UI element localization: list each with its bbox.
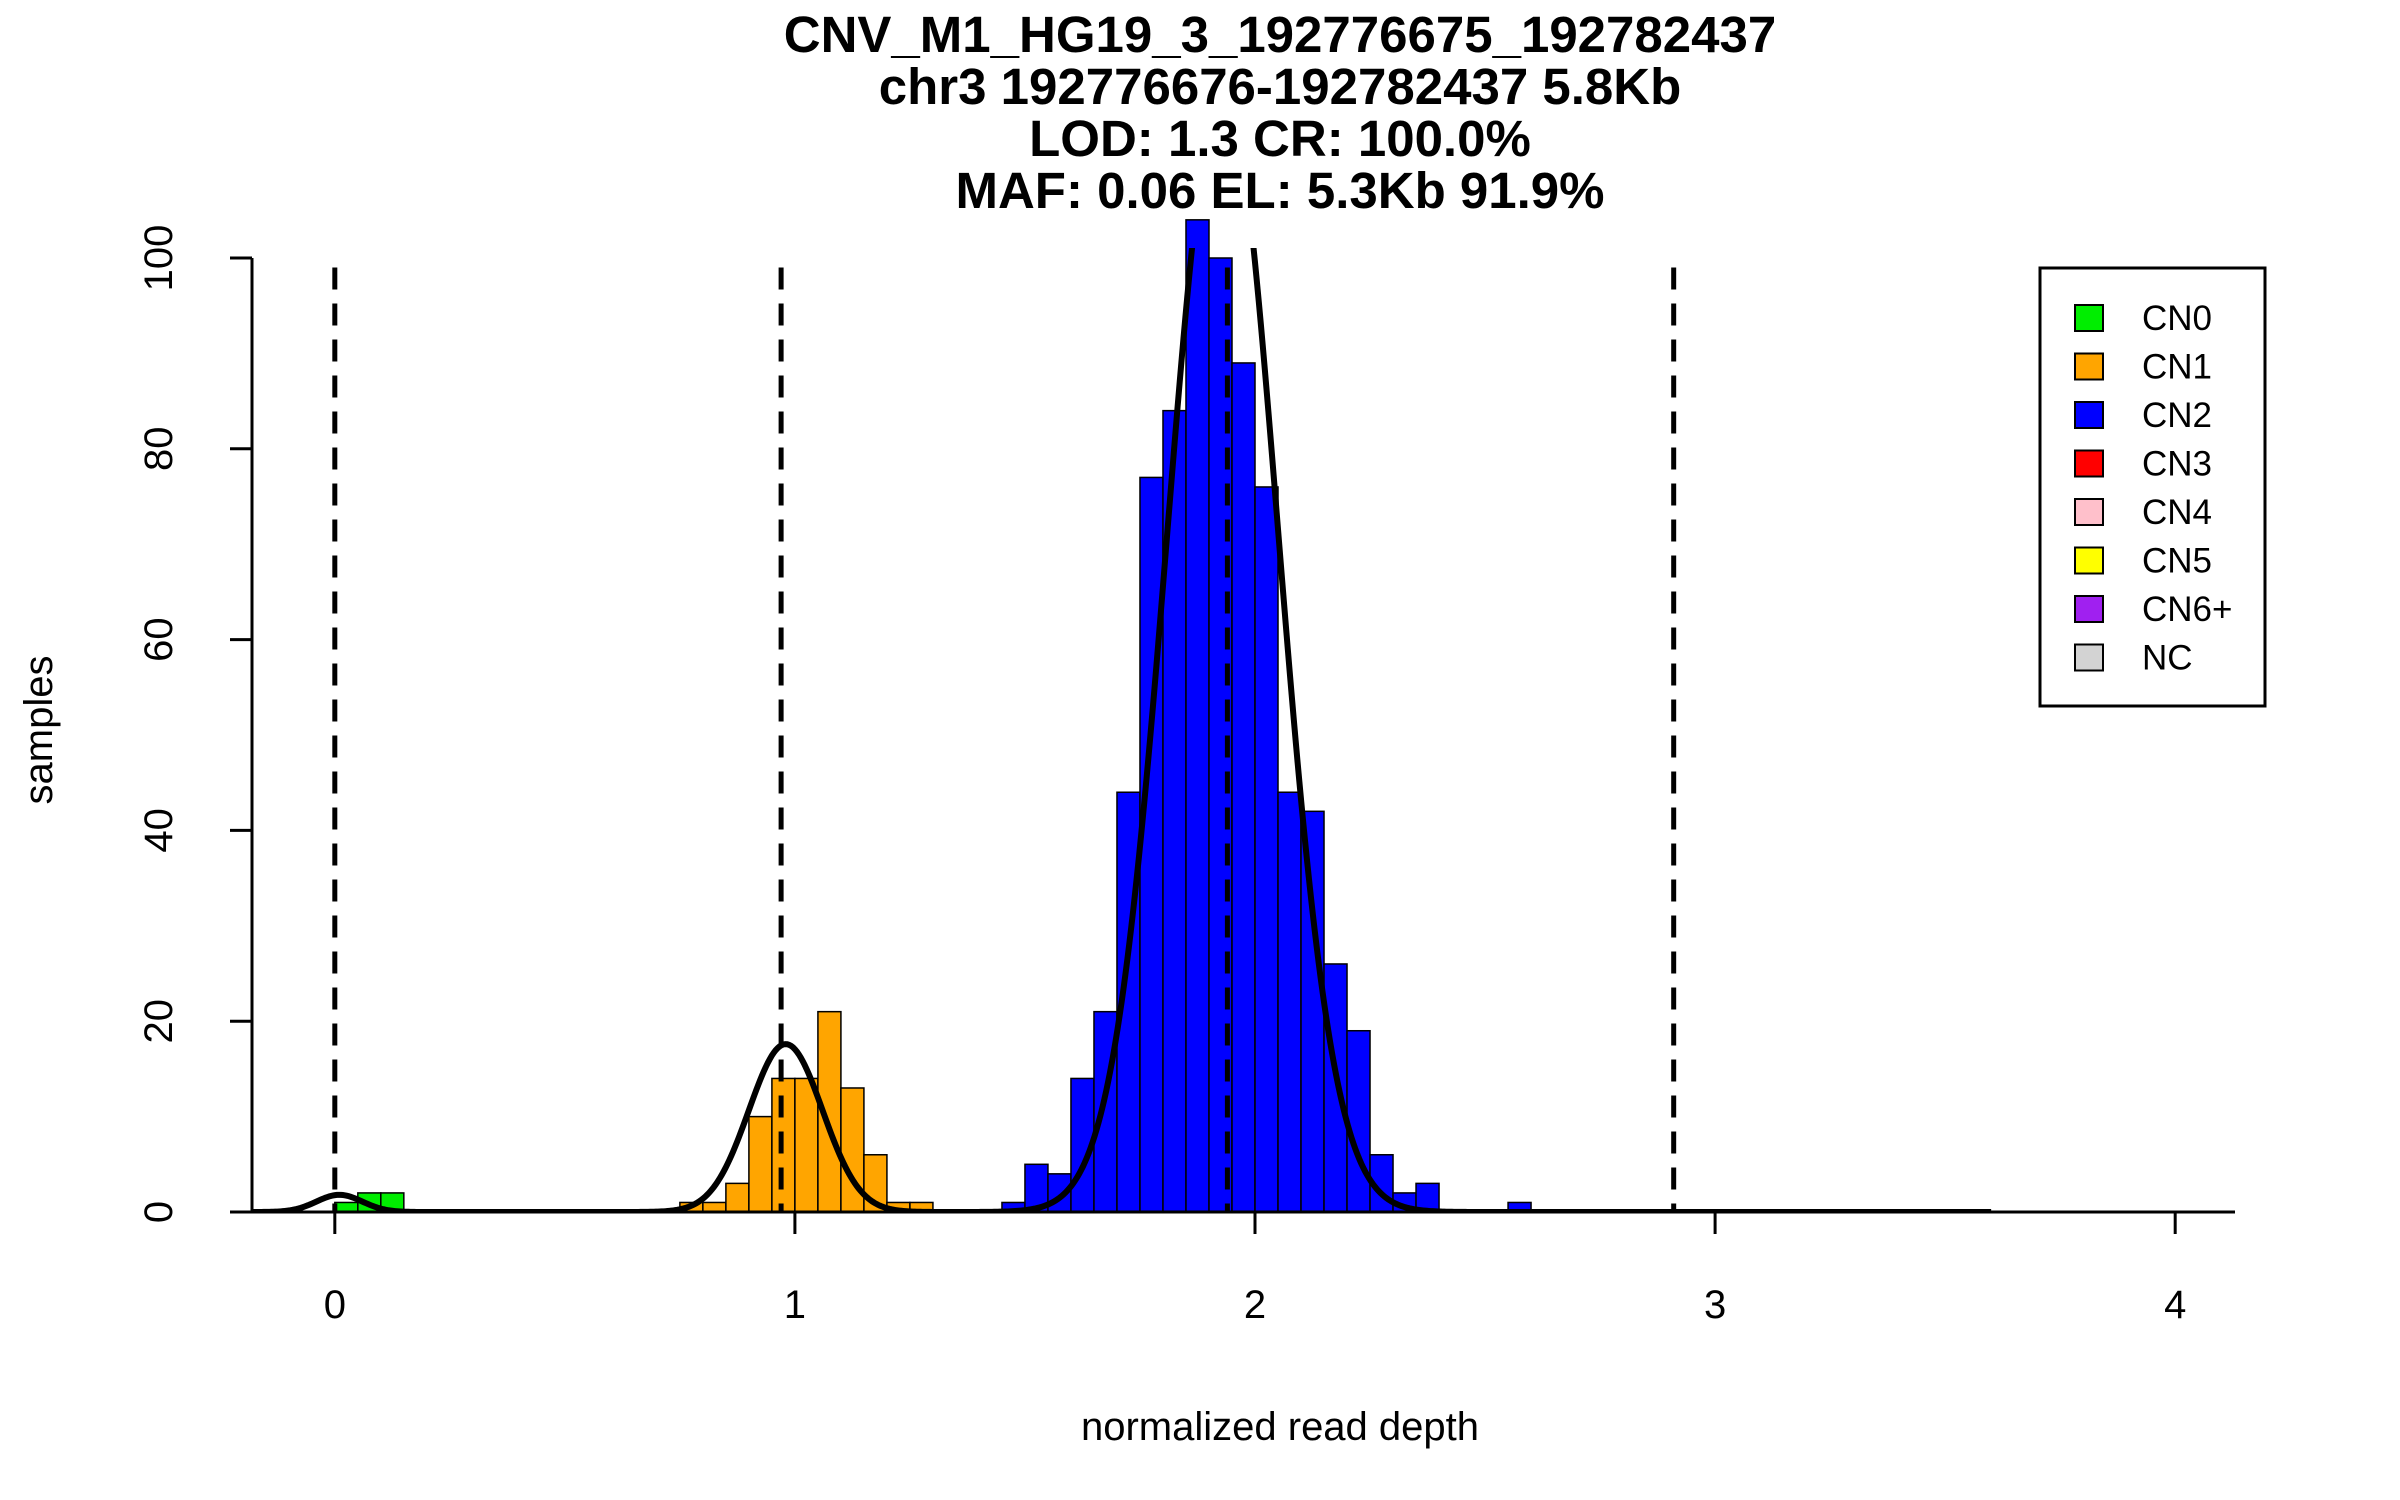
legend-swatch-cn6plus [2074,595,2104,623]
title-line-1: CNV_M1_HG19_3_192776675_192782437 [784,6,1776,63]
copy-number-thresholds [332,267,1677,1212]
x-axis-label: normalized read depth [1081,1405,1479,1449]
legend: CN0 CN1 CN2 CN3 CN4 CN5 CN6+ NC [2038,266,2267,708]
legend-label-cn0: CN0 [2142,299,2212,338]
title-line-3: LOD: 1.3 CR: 100.0% [1029,110,1531,167]
bar-cn1-5 [794,1077,819,1213]
x-tick-label-0: 0 [324,1283,346,1327]
y-axis-label: samples [17,656,61,805]
legend-swatch-cn1 [2074,352,2104,381]
density-curve [252,248,1992,1212]
x-tick-label-2: 2 [1244,1283,1266,1327]
legend-swatch-nc [2074,643,2104,672]
density-curves [252,248,1992,1212]
legend-label-cn2: CN2 [2142,396,2212,435]
legend-label-cn6plus: CN6+ [2142,590,2232,629]
x-tick-label-4: 4 [2164,1283,2186,1327]
title-line-2: chr3 192776676-192782437 5.8Kb [879,58,1681,115]
bar-cn1-3 [748,1115,773,1213]
y-tick-label-4: 80 [137,427,181,472]
bar-cn2-6 [1139,476,1164,1213]
legend-swatch-cn0 [2074,304,2104,332]
bar-cn1-2 [725,1182,750,1213]
bar-cn2-12 [1277,791,1302,1213]
legend-label-cn1: CN1 [2142,348,2212,387]
legend-label-cn4: CN4 [2142,493,2212,532]
y-tick-label-5: 100 [137,225,181,292]
legend-label-cn5: CN5 [2142,542,2212,581]
legend-swatch-cn4 [2074,498,2104,526]
bar-cn2-11 [1254,486,1279,1213]
y-tick-label-3: 60 [137,617,181,662]
x-tick-label-3: 3 [1704,1283,1726,1327]
legend-swatch-cn3 [2074,449,2104,478]
legend-label-nc: NC [2142,639,2193,678]
legend-swatch-cn2 [2074,401,2104,429]
legend-box [2038,266,2267,708]
legend-label-cn3: CN3 [2142,445,2212,484]
histogram-bars [334,219,1532,1213]
bar-cn2-10 [1231,362,1256,1213]
x-tick-label-1: 1 [784,1283,806,1327]
bar-cn2-15 [1346,1029,1371,1213]
y-tick-label-2: 40 [137,808,181,853]
bar-cn2-13 [1300,810,1325,1213]
y-tick-label-0: 0 [137,1201,181,1223]
title-line-4: MAF: 0.06 EL: 5.3Kb 91.9% [955,162,1604,219]
bar-cn2-14 [1323,963,1348,1213]
y-tick-label-1: 20 [137,999,181,1043]
bar-cn2-8 [1185,219,1210,1213]
legend-swatch-cn5 [2074,546,2104,575]
